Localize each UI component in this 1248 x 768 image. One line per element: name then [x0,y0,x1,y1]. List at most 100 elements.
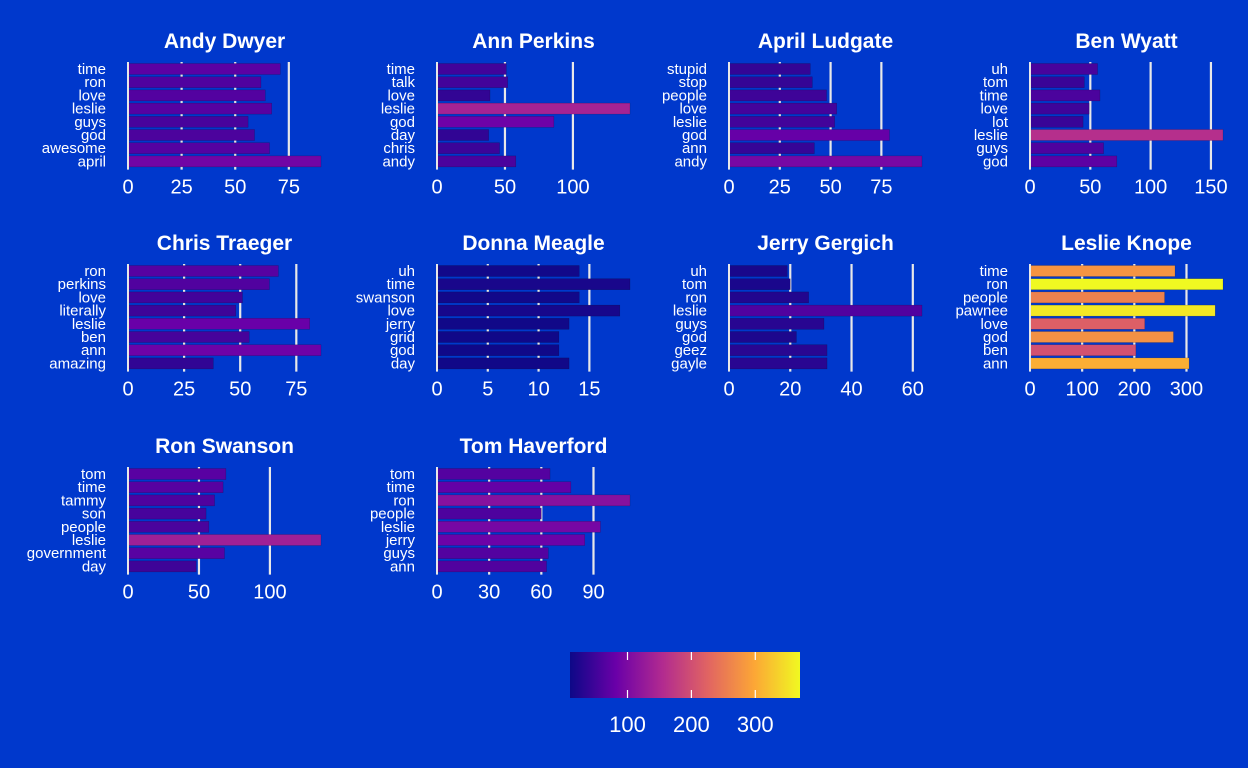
bar [1029,304,1216,317]
category-label: jerry [385,532,416,549]
bar [1029,331,1174,343]
bar [728,278,791,290]
bar [127,304,236,317]
category-label: god [81,127,106,144]
bar [436,521,601,533]
bar [1029,63,1098,75]
bar [127,76,262,88]
bar [728,76,813,88]
category-label: time [78,61,106,78]
category-label: april [78,153,106,170]
colorbar: 100 200 300 [570,652,800,737]
category-label: love [387,303,415,320]
bar [436,63,507,75]
category-label: time [387,479,415,496]
category-label: time [980,263,1008,280]
bar [436,129,489,141]
panel-title: Donna Meagle [462,232,604,255]
panel-title: Andy Dwyer [164,30,285,53]
bar [127,534,322,546]
bar [127,507,207,520]
category-label: awesome [42,140,106,157]
bar [1029,142,1104,154]
bar [436,142,500,154]
category-label: ann [983,355,1008,372]
tick-label: 50 [229,379,251,401]
category-label: god [983,329,1008,346]
tick-label: 100 [253,582,286,604]
tick-label: 200 [1118,379,1151,401]
category-label: time [980,87,1008,104]
bar [127,521,210,533]
category-label: geez [674,342,707,359]
bar [728,129,890,141]
bar [436,304,621,317]
bar [728,291,809,304]
category-label: tom [390,466,415,483]
bar [436,265,580,277]
category-label: god [390,342,415,359]
category-label: ann [682,140,707,157]
bar [436,468,551,480]
panel: Ron Swanson tomtimetammysonpeoplelesliego… [27,435,322,604]
category-label: ron [84,74,106,91]
panel-title: April Ludgate [758,30,893,53]
category-label: guys [675,316,707,333]
bar [436,494,631,507]
bar [1029,344,1137,356]
tick-label: 0 [723,379,734,401]
category-label: uh [690,263,707,280]
panel: Ann Perkins timetalklovelesliegoddaychris… [381,30,631,199]
tick-label: 75 [285,379,307,401]
category-label: day [391,127,416,144]
category-label: love [78,87,106,104]
tick-label: 5 [482,379,493,401]
tick-label: 0 [723,177,734,199]
category-label: amazing [49,355,106,372]
tick-label: 300 [1170,379,1203,401]
category-label: love [980,316,1008,333]
category-label: tom [81,466,106,483]
bar [1029,318,1145,330]
bar [1029,357,1190,370]
bar [436,318,570,330]
colorbar-bar [570,652,800,698]
tick-label: 100 [556,177,589,199]
bar [127,129,255,141]
category-label: love [980,101,1008,118]
bar [1029,155,1118,168]
bar [436,89,491,102]
category-label: ann [81,342,106,359]
category-label: stop [679,74,707,91]
tick-label: 0 [431,177,442,199]
tick-label: 150 [1194,177,1227,199]
bar [436,357,570,370]
category-label: guys [74,114,106,131]
colorbar-tick-label: 300 [737,712,774,737]
category-label: ben [81,329,106,346]
category-label: god [682,329,707,346]
bar [127,331,250,343]
bar [728,155,923,168]
bar [436,547,549,559]
tick-label: 0 [1024,177,1035,199]
bar [436,560,547,573]
category-label: ron [84,263,106,280]
category-label: people [662,87,707,104]
category-label: chris [383,140,415,157]
category-label: people [963,289,1008,306]
tick-label: 10 [527,379,549,401]
category-label: time [387,61,415,78]
panel-title: Tom Haverford [460,435,608,458]
colorbar-tick-label: 100 [609,712,646,737]
category-label: god [390,114,415,131]
bar [436,116,555,128]
bar [127,547,225,559]
category-label: government [27,545,107,562]
tick-label: 15 [578,379,600,401]
bar [436,331,560,343]
category-label: ann [390,558,415,575]
bar [1029,102,1090,115]
tick-label: 0 [122,177,133,199]
